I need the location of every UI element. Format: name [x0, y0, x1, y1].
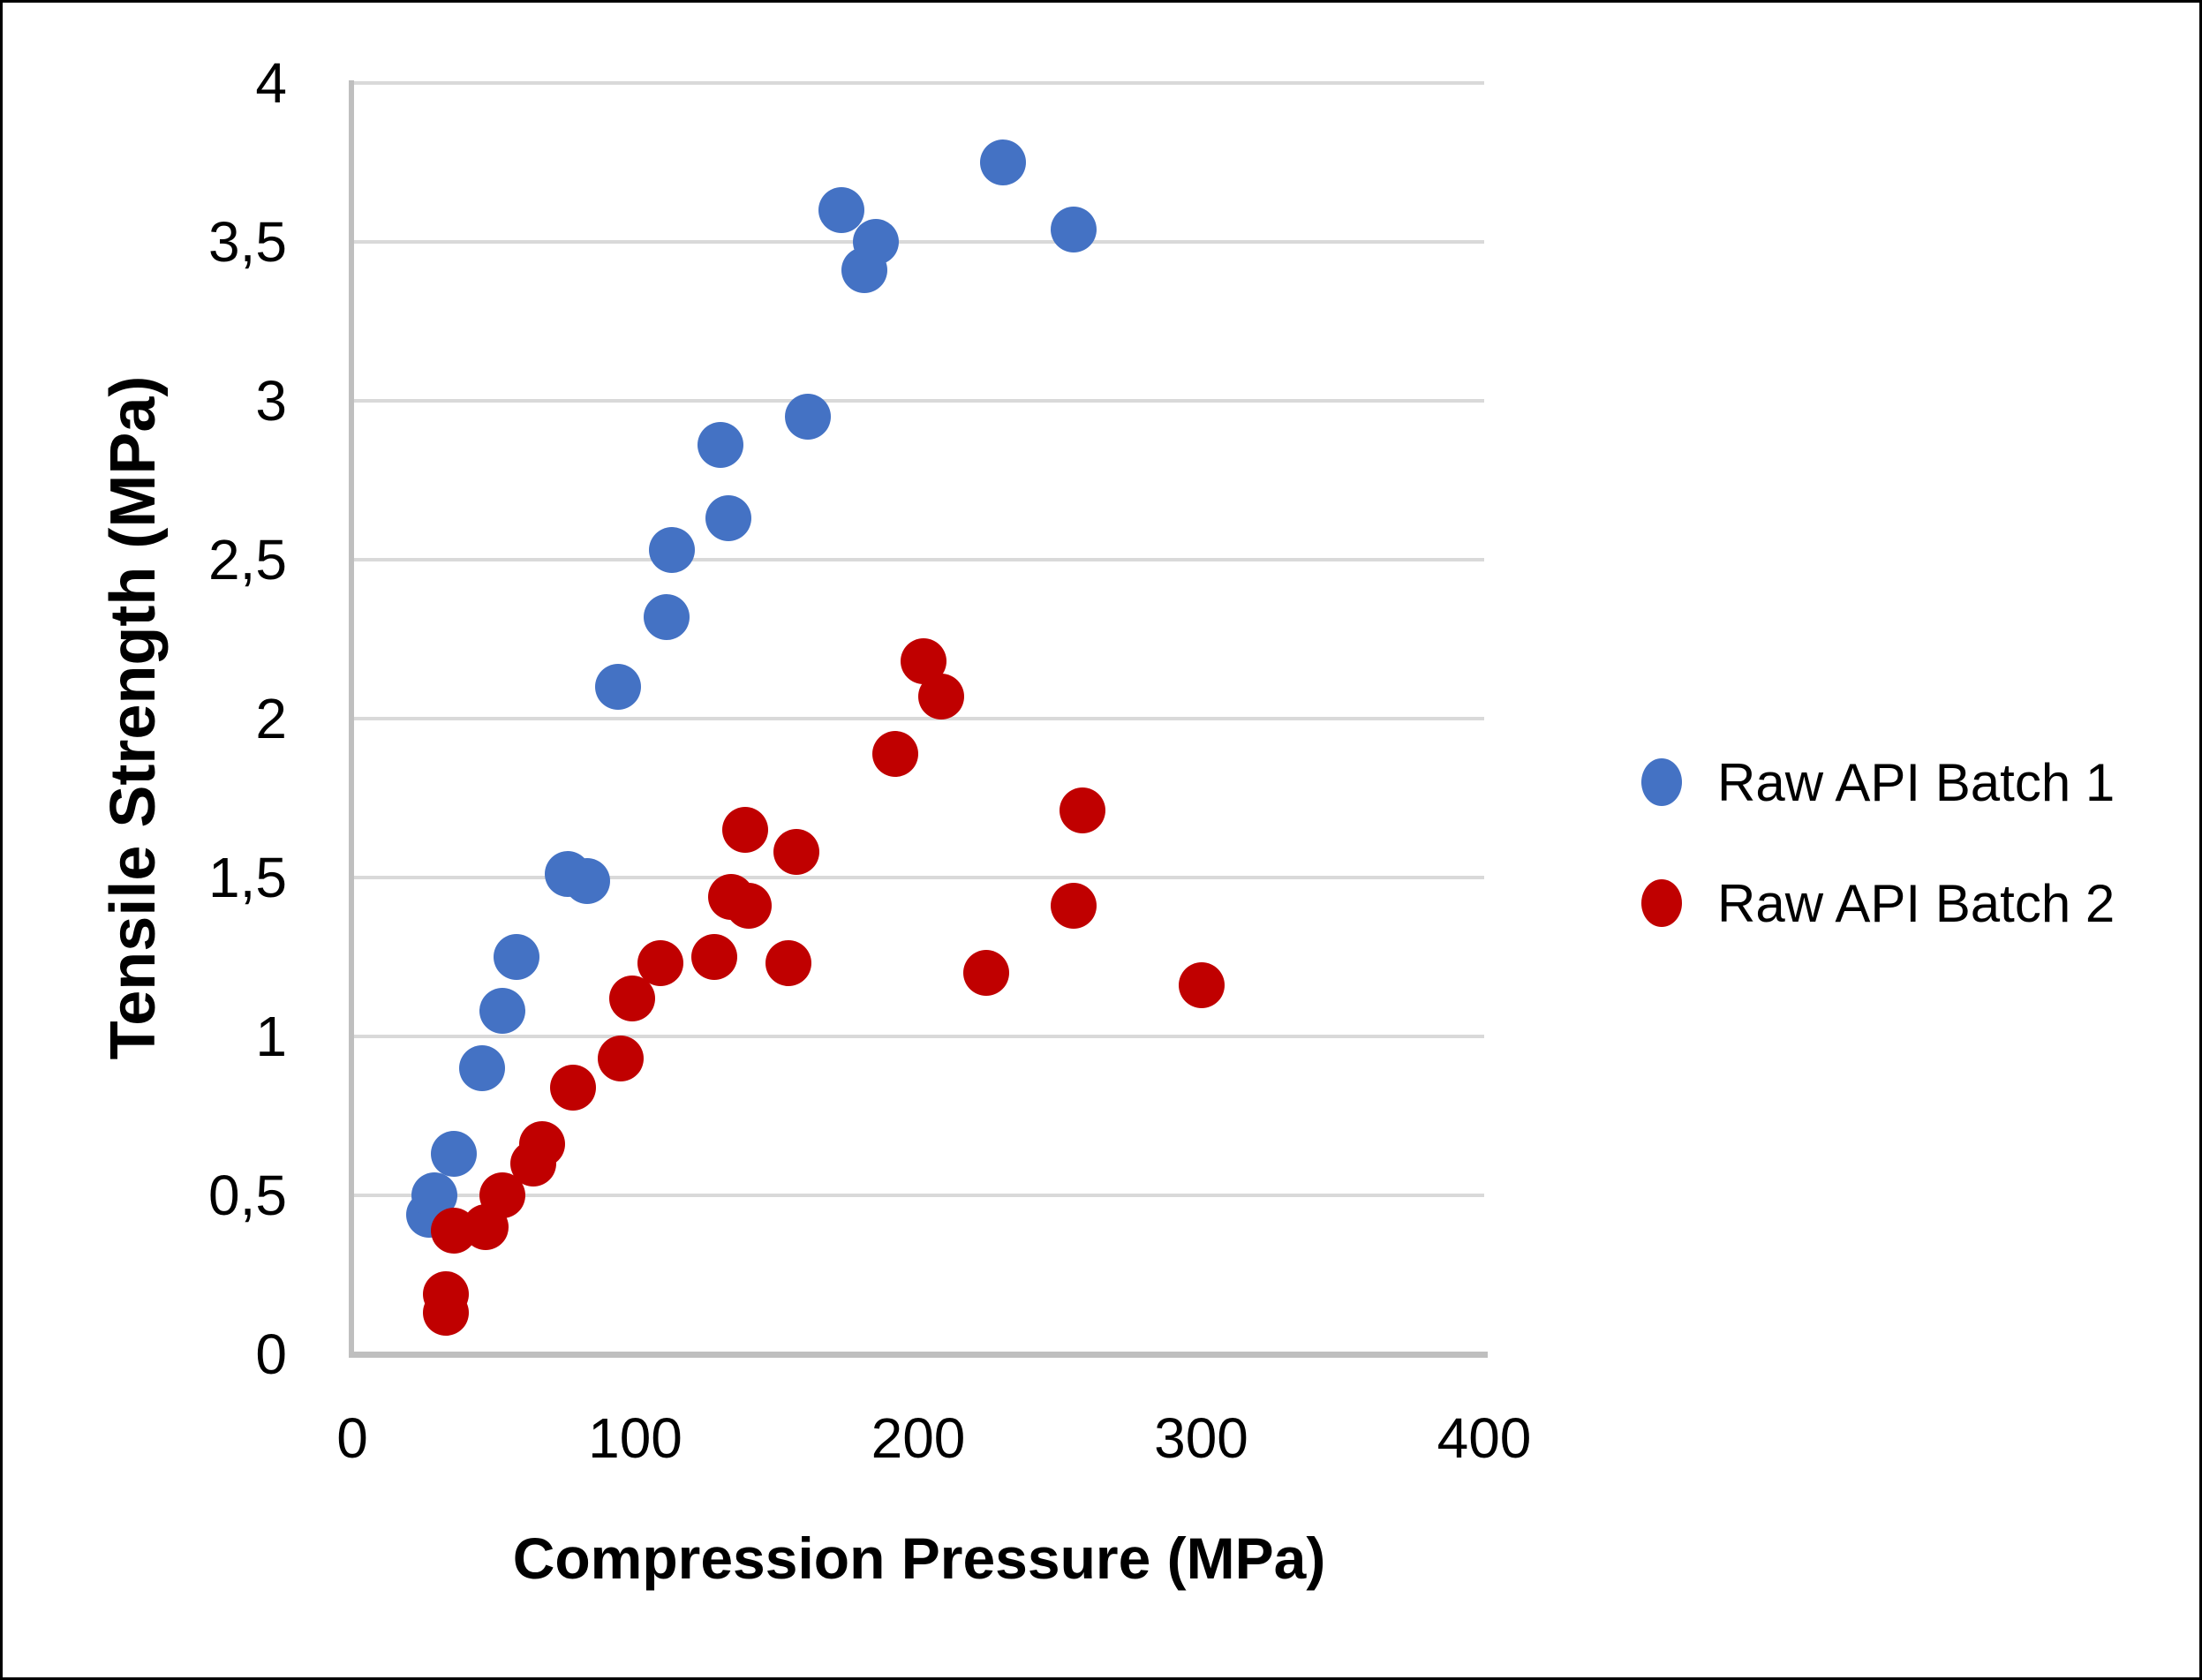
gridline-y-1 [352, 1035, 1484, 1038]
gridline-y-2 [352, 717, 1484, 720]
y-tick-label-1: 1 [255, 1005, 287, 1068]
data-point-batch1 [852, 219, 899, 265]
data-point-batch2 [1178, 962, 1225, 1009]
data-point-batch1 [980, 139, 1027, 185]
data-point-batch1 [493, 934, 539, 980]
data-point-batch1 [459, 1045, 506, 1091]
data-point-batch1 [595, 664, 642, 710]
legend-item-batch2: Raw API Batch 2 [1641, 872, 2115, 934]
y-tick-label-2: 2 [255, 687, 287, 750]
data-point-batch1 [1051, 206, 1097, 252]
legend: Raw API Batch 1 Raw API Batch 2 [1641, 751, 2115, 993]
data-point-batch2 [765, 940, 811, 987]
gridline-y-4 [352, 81, 1484, 85]
data-point-batch1 [818, 187, 865, 233]
data-point-batch1 [564, 857, 610, 904]
y-tick-label-3,5: 3,5 [208, 210, 287, 274]
data-point-batch2 [691, 934, 738, 980]
x-axis-line [349, 1352, 1488, 1358]
batch1-marker-icon [1641, 758, 1682, 806]
y-tick-label-1,5: 1,5 [208, 846, 287, 909]
gridline-y-3 [352, 399, 1484, 403]
data-point-batch1 [643, 593, 690, 640]
data-point-batch2 [598, 1036, 645, 1082]
gridline-y-2,5 [352, 558, 1484, 561]
x-tick-label-400: 400 [1437, 1406, 1532, 1470]
legend-label-batch2: Raw API Batch 2 [1717, 873, 2115, 933]
gridline-y-0,5 [352, 1194, 1484, 1197]
data-point-batch2 [609, 975, 656, 1021]
y-axis-line [349, 80, 354, 1357]
data-point-batch2 [549, 1064, 596, 1111]
legend-item-batch1: Raw API Batch 1 [1641, 751, 2115, 813]
x-tick-label-200: 200 [871, 1406, 966, 1470]
data-point-batch1 [479, 988, 525, 1035]
data-point-batch2 [1051, 883, 1097, 930]
x-axis-title: Compression Pressure (MPa) [512, 1526, 1326, 1591]
data-point-batch1 [649, 527, 696, 574]
data-point-batch2 [722, 807, 769, 853]
x-tick-label-300: 300 [1154, 1406, 1248, 1470]
y-tick-label-0,5: 0,5 [208, 1164, 287, 1227]
y-tick-label-4: 4 [255, 51, 287, 115]
data-point-batch2 [1059, 787, 1105, 834]
data-point-batch2 [872, 730, 919, 777]
data-point-batch2 [917, 673, 964, 719]
data-point-batch1 [697, 422, 743, 469]
x-tick-label-100: 100 [588, 1406, 682, 1470]
data-point-batch1 [705, 495, 752, 542]
data-point-batch2 [422, 1270, 469, 1317]
data-point-batch2 [637, 940, 684, 987]
batch2-marker-icon [1641, 879, 1682, 927]
data-point-batch2 [518, 1121, 565, 1168]
data-point-batch2 [725, 883, 772, 930]
data-point-batch2 [773, 829, 820, 876]
y-tick-label-3: 3 [255, 369, 287, 433]
y-tick-label-2,5: 2,5 [208, 528, 287, 591]
y-tick-label-0: 0 [255, 1322, 287, 1386]
legend-label-batch1: Raw API Batch 1 [1717, 752, 2115, 812]
gridline-y-3,5 [352, 240, 1484, 244]
gridline-y-1,5 [352, 876, 1484, 879]
data-point-batch2 [962, 950, 1009, 996]
data-point-batch1 [431, 1131, 478, 1178]
y-axis-title: Tensile Strength (MPa) [98, 375, 169, 1060]
x-tick-label-0: 0 [336, 1406, 368, 1470]
data-point-batch1 [785, 394, 831, 440]
